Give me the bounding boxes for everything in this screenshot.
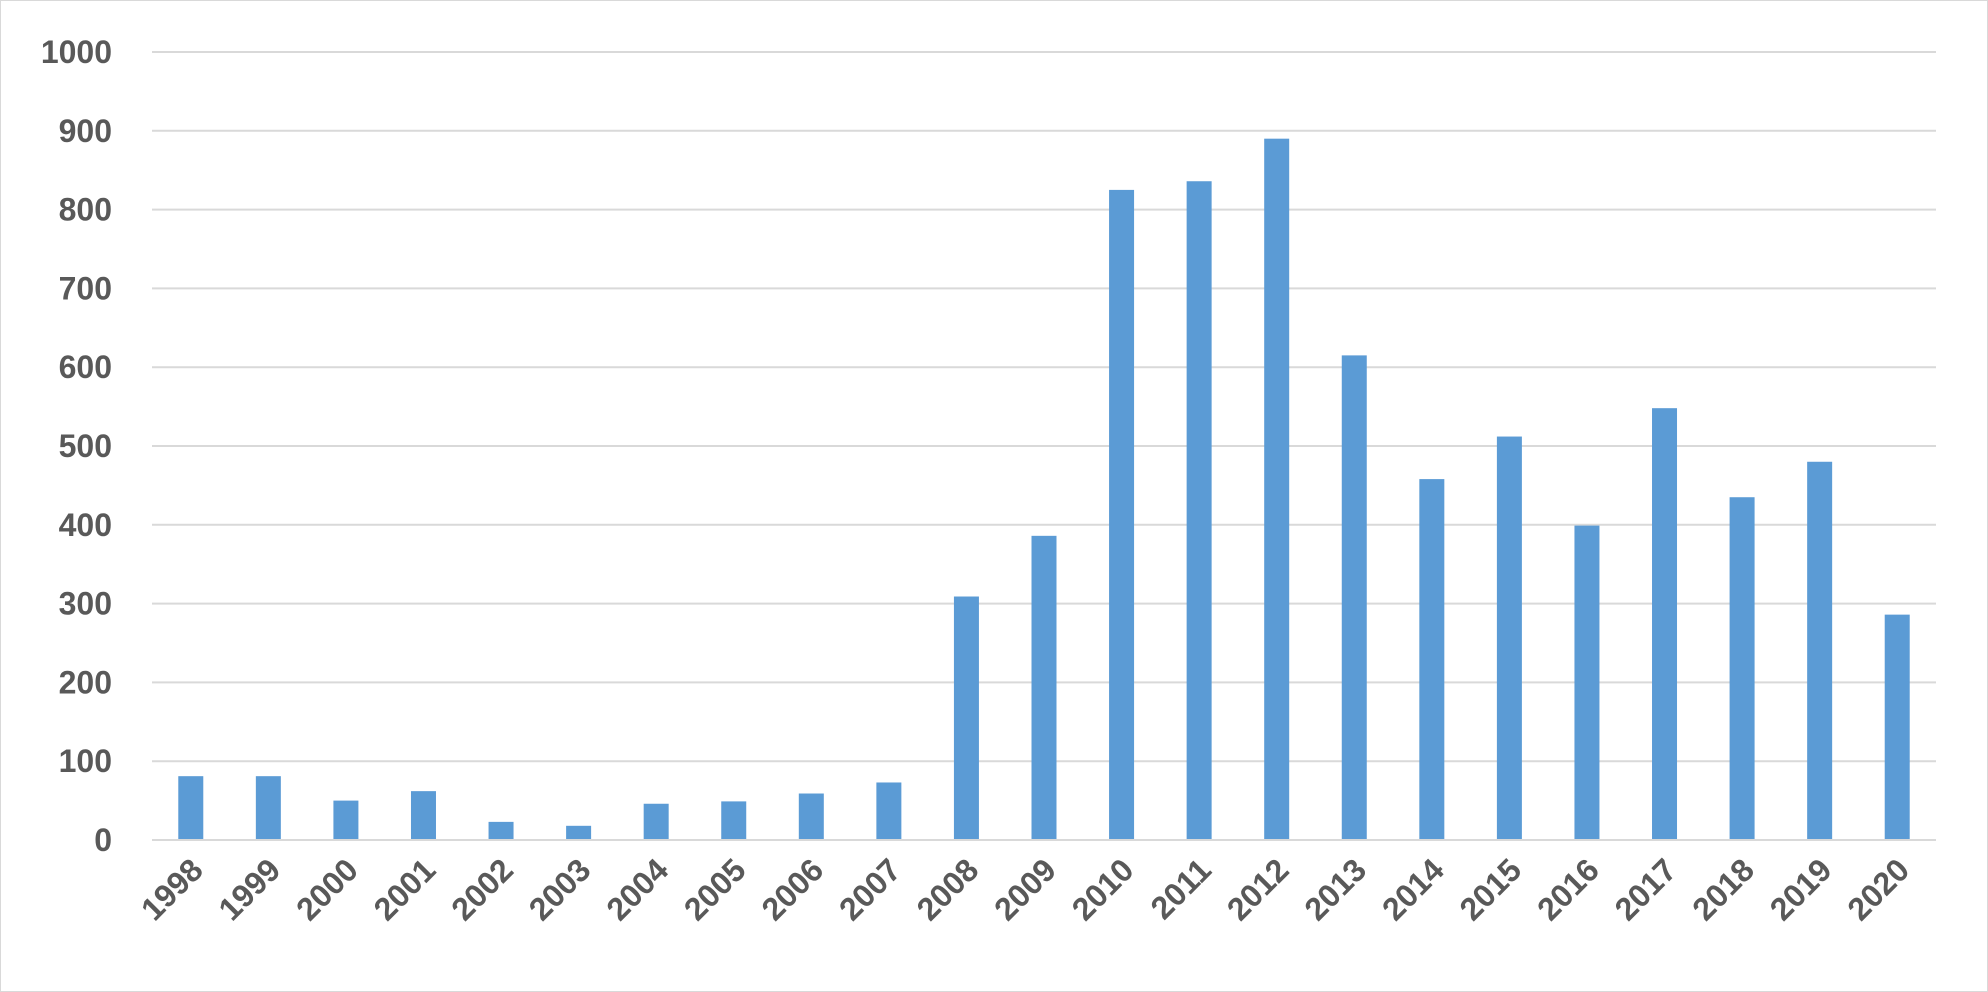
y-tick-label: 600: [59, 349, 112, 385]
y-tick-label: 1000: [41, 34, 112, 70]
y-tick-label: 900: [59, 113, 112, 149]
x-tick-label: 2017: [1608, 851, 1684, 927]
bar-2015: [1496, 436, 1522, 840]
bar-2018: [1729, 497, 1755, 840]
bar-2004: [643, 803, 669, 840]
x-tick-label: 2003: [522, 851, 598, 927]
x-tick-label: 2000: [289, 851, 365, 927]
x-tick-label: 2015: [1453, 851, 1529, 927]
x-tick-label: 1999: [212, 851, 288, 927]
x-tick-label: 2012: [1220, 851, 1296, 927]
bar-2020: [1884, 614, 1910, 840]
bar-1998: [178, 776, 204, 840]
bars: [178, 138, 1910, 840]
bar-2016: [1574, 525, 1600, 840]
x-tick-label: 2011: [1144, 851, 1219, 926]
y-tick-label: 400: [59, 507, 112, 543]
x-tick-label: 2020: [1840, 851, 1916, 927]
bar-2000: [333, 800, 359, 840]
x-tick-label: 2016: [1530, 851, 1606, 927]
bar-2007: [876, 782, 902, 840]
x-tick-label: 1998: [134, 851, 210, 927]
bar-2019: [1807, 461, 1833, 840]
bar-2014: [1419, 479, 1445, 840]
bar-2012: [1264, 138, 1290, 840]
x-tick-label: 2018: [1685, 851, 1761, 927]
bar-2005: [721, 801, 747, 840]
gridlines: [152, 51, 1936, 763]
y-tick-label: 100: [59, 743, 112, 779]
y-tick-label: 300: [59, 586, 112, 622]
y-tick-label: 500: [59, 428, 112, 464]
bar-2003: [566, 825, 592, 840]
y-tick-label: 0: [94, 822, 112, 858]
x-tick-label: 2008: [910, 851, 986, 927]
x-tick-label: 2001: [367, 851, 443, 927]
bar-2009: [1031, 535, 1057, 840]
bar-2002: [488, 821, 514, 840]
bar-2017: [1652, 408, 1678, 840]
x-tick-label: 2005: [677, 851, 753, 927]
y-tick-label: 800: [59, 192, 112, 228]
x-tick-label: 2002: [444, 851, 520, 927]
bar-2010: [1109, 189, 1135, 840]
x-tick-label: 2010: [1065, 851, 1141, 927]
x-tick-label: 2014: [1375, 851, 1451, 927]
bar-2006: [798, 793, 824, 840]
bar-2008: [953, 596, 979, 840]
bar-2013: [1341, 355, 1367, 840]
x-tick-labels: 1998 1999 2000 2001 2002 2003 2004 2005 2006 2007…: [134, 851, 1916, 927]
bar-1999: [255, 776, 281, 840]
y-tick-label: 200: [59, 664, 112, 700]
bar-2011: [1186, 181, 1212, 840]
x-tick-label: 2013: [1297, 851, 1373, 927]
x-tick-label: 2007: [832, 851, 908, 927]
y-tick-labels: 0 100 200 300 400 500 600 700 800 900 1000: [41, 34, 112, 858]
x-tick-label: 2019: [1763, 851, 1839, 927]
bar-2001: [410, 791, 436, 840]
x-tick-label: 2004: [599, 851, 675, 927]
y-tick-label: 700: [59, 270, 112, 306]
x-tick-label: 2009: [987, 851, 1063, 927]
x-tick-label: 2006: [754, 851, 830, 927]
